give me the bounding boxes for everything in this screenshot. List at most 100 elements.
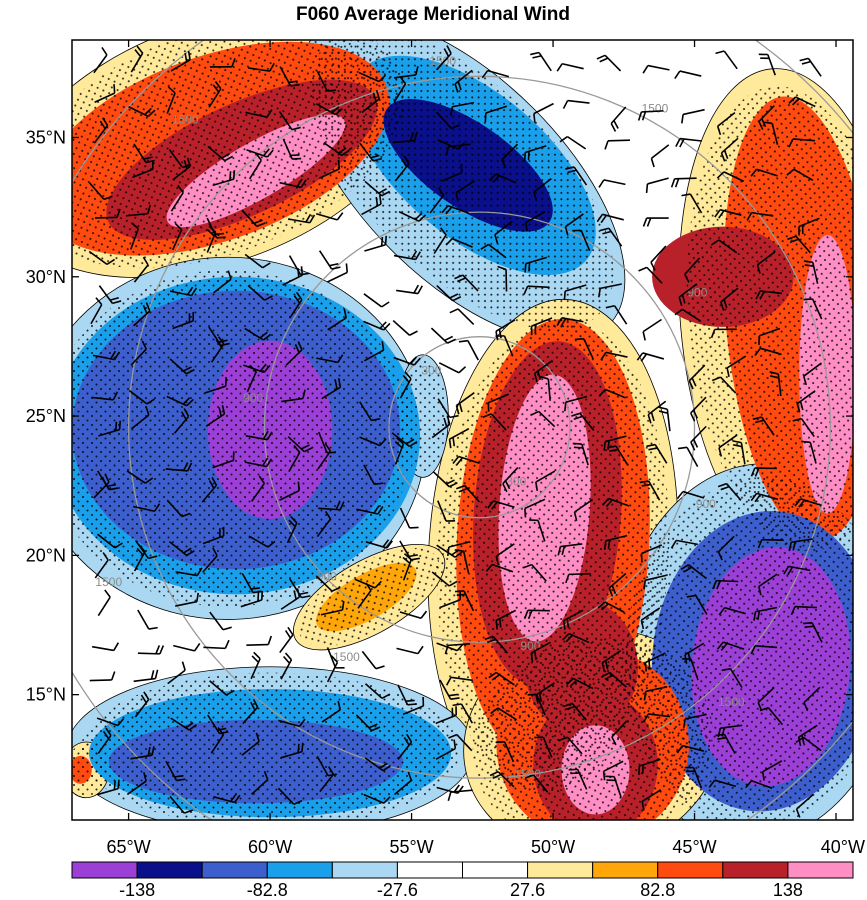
wind-barb-staff <box>438 362 460 374</box>
wind-barb <box>572 442 589 466</box>
wind-barb-staff <box>392 319 411 336</box>
wind-barb-flag <box>181 661 186 671</box>
wind-barb <box>393 771 413 796</box>
wind-barb <box>402 696 425 716</box>
colorbar-label: -27.6 <box>377 880 418 900</box>
wind-barb-staff <box>173 644 195 652</box>
wind-barb <box>689 396 707 422</box>
wind-barb <box>285 341 303 366</box>
wind-barb-flag <box>155 645 161 655</box>
wind-barb-flag <box>798 499 806 508</box>
wind-barb <box>565 572 591 584</box>
wind-barb-staff <box>645 685 668 693</box>
wind-barb-staff <box>94 92 115 104</box>
wind-barb-flag <box>335 500 341 510</box>
wind-barb-flag <box>753 611 757 621</box>
wind-barb-staff <box>574 498 594 513</box>
wind-barb-flag <box>153 503 161 512</box>
wind-barb-flag <box>113 351 121 361</box>
wind-barb <box>717 482 742 501</box>
wind-barb <box>173 408 190 434</box>
wind-barb-flag <box>565 574 570 584</box>
wind-barb-flag <box>718 210 725 219</box>
wind-barb-staff <box>213 278 232 294</box>
wind-barb-flag <box>610 123 617 132</box>
wind-barb <box>209 58 236 68</box>
wind-barb <box>315 575 341 592</box>
wind-barb <box>130 222 140 250</box>
wind-barb <box>429 187 445 214</box>
wind-barb-flag <box>599 57 609 63</box>
wind-barb <box>94 552 109 579</box>
wind-barb-staff <box>457 308 475 325</box>
wind-barb <box>251 475 265 502</box>
wind-barb-staff <box>535 470 556 483</box>
wind-barb-staff <box>439 598 461 609</box>
wind-barb-flag <box>143 772 147 782</box>
wind-barb-staff <box>277 787 295 805</box>
wind-barb-staff <box>433 234 447 254</box>
y-tick-label: 35°N <box>26 128 66 148</box>
wind-barb-flag <box>573 415 583 421</box>
wind-barb-flag <box>176 778 186 782</box>
range-ring-label: 900 <box>243 391 263 405</box>
wind-barb <box>717 535 735 561</box>
wind-barb-flag <box>690 441 696 451</box>
wind-barb <box>611 720 628 746</box>
wind-barb <box>316 212 344 221</box>
wind-barb <box>718 606 746 616</box>
wind-barb-staff <box>641 789 662 803</box>
wind-barb-flag <box>378 188 387 194</box>
wind-barb-flag <box>448 733 458 739</box>
colorbar-swatch <box>462 861 529 879</box>
wind-barb <box>431 415 451 439</box>
wind-barb-flag <box>214 232 224 236</box>
wind-barb <box>756 251 776 274</box>
wind-barb-flag <box>803 702 809 712</box>
wind-barb-flag <box>453 739 457 749</box>
wind-barb-flag <box>684 273 690 283</box>
wind-barb-staff <box>501 143 519 161</box>
colorbar-swatch <box>71 861 138 879</box>
wind-barb-flag <box>443 417 448 427</box>
wind-barb-flag <box>331 266 341 270</box>
wind-barb-staff <box>133 264 149 283</box>
plot-frame <box>71 39 854 821</box>
wind-barb-flag <box>102 552 109 561</box>
wind-barb-flag <box>641 801 645 811</box>
wind-barb-flag <box>604 674 614 681</box>
wind-barb-staff <box>327 271 348 283</box>
wind-barb <box>204 377 227 394</box>
wind-barb-flag <box>309 214 316 224</box>
wind-barb-flag <box>711 376 721 382</box>
wind-barb <box>132 160 154 179</box>
wind-barb <box>167 661 186 685</box>
wind-barb-flag <box>504 480 511 490</box>
wind-barb <box>441 204 469 215</box>
wind-barb-staff <box>756 168 778 177</box>
wind-barb-staff <box>487 69 510 78</box>
range-ring-label: 1500 <box>95 575 122 589</box>
wind-barb <box>565 166 588 186</box>
wind-barb-flag <box>490 707 499 715</box>
wind-barb-staff <box>717 535 735 553</box>
wind-barb <box>244 253 271 269</box>
wind-barb-flag <box>300 266 304 276</box>
wind-barb-staff <box>451 237 473 248</box>
wind-barb <box>484 635 509 654</box>
wind-barb-staff <box>241 740 260 756</box>
wind-barb-flag <box>396 437 404 445</box>
wind-barb-flag <box>533 650 537 660</box>
stipple-region <box>686 86 853 552</box>
wind-barb-flag <box>374 580 382 589</box>
wind-barb-flag <box>411 250 418 260</box>
wind-barb-flag <box>523 563 533 569</box>
wind-barb <box>803 298 823 320</box>
wind-barb-staff <box>542 736 553 758</box>
wind-barb <box>315 103 343 116</box>
wind-barb-flag <box>177 184 184 194</box>
wind-barb <box>783 565 811 576</box>
wind-barb-flag <box>755 290 761 300</box>
wind-barb-flag <box>399 76 407 85</box>
wind-barb-flag <box>284 652 293 661</box>
